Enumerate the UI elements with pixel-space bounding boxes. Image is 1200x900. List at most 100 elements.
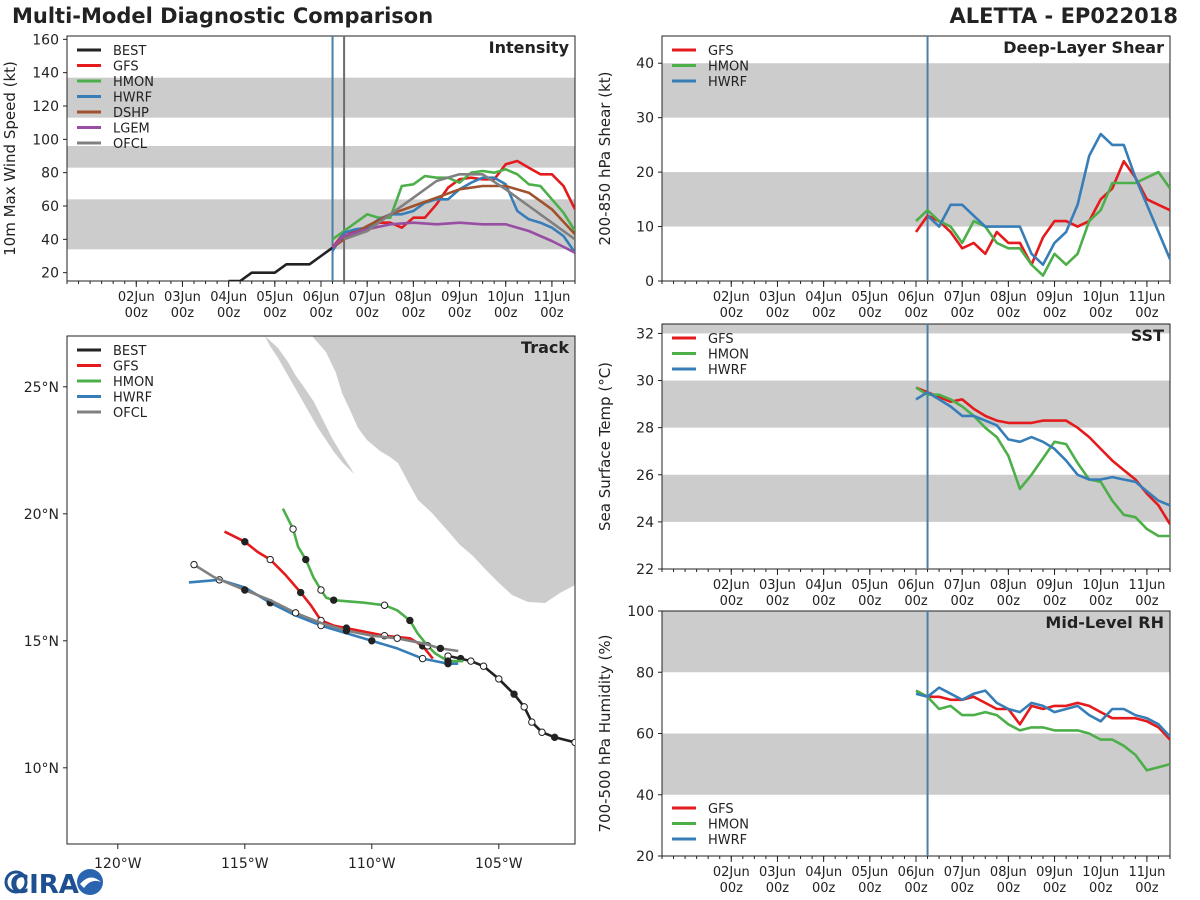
x-tick-label: 00z bbox=[812, 306, 836, 321]
chart-track: 10°N 15°N 20°N 25°N 120°W 115°W 110°W 105°W Trac… bbox=[24, 335, 576, 872]
x-tick-label: 10Jun bbox=[487, 290, 524, 305]
x-tick-label: 00z bbox=[766, 594, 790, 609]
legend-label-gfs: GFS bbox=[708, 802, 734, 817]
track-point bbox=[266, 555, 274, 564]
legend-label-gfs: GFS bbox=[708, 44, 734, 59]
legend-label-hmon: HMON bbox=[113, 75, 154, 90]
x-tick-label: 09Jun bbox=[441, 290, 478, 305]
y-tick-label: 100 bbox=[627, 604, 654, 620]
x-tick-label: 00z bbox=[448, 306, 472, 321]
legend-label-hmon: HMON bbox=[113, 375, 154, 390]
x-tick-label: 05Jun bbox=[851, 578, 888, 593]
chart-title: SST bbox=[1131, 326, 1164, 345]
track-point bbox=[444, 659, 452, 668]
series-line-hmon bbox=[915, 689, 1170, 772]
x-tick-label: 00z bbox=[904, 594, 928, 609]
x-tick-label: 00z bbox=[1043, 881, 1067, 896]
x-tick-label: 11Jun bbox=[1128, 578, 1165, 593]
x-tick-label: 00z bbox=[997, 594, 1021, 609]
track-point bbox=[330, 596, 338, 604]
legend-label-hmon: HMON bbox=[708, 818, 749, 833]
x-tick-label: 08Jun bbox=[990, 578, 1027, 593]
x-tick-label: 08Jun bbox=[990, 865, 1027, 880]
track-point bbox=[380, 601, 389, 609]
legend-label-best: BEST bbox=[113, 44, 146, 59]
x-tick-label: 00z bbox=[1089, 881, 1113, 896]
chart-intensity: 2040608010012014016002Jun00z03Jun00z04Ju… bbox=[1, 32, 576, 321]
x-tick-label: 00z bbox=[720, 594, 744, 609]
series-line-gfs bbox=[915, 386, 1170, 525]
y-axis-label: 700-500 hPa Humidity (%) bbox=[596, 634, 614, 832]
x-tick-label: 00z bbox=[1043, 594, 1067, 609]
track-point bbox=[241, 538, 249, 546]
track-point bbox=[289, 525, 297, 533]
x-tick-label: 00z bbox=[766, 881, 790, 896]
shaded-band bbox=[662, 63, 1170, 118]
series-line-best bbox=[228, 246, 334, 281]
series-line-hmon bbox=[331, 168, 575, 241]
x-tick-label: 00z bbox=[1135, 881, 1159, 896]
y-tick-label: 30 bbox=[636, 374, 654, 390]
legend-label-hwrf: HWRF bbox=[708, 363, 747, 378]
y-tick-label: 28 bbox=[636, 421, 654, 437]
x-tick-label: 00z bbox=[1135, 306, 1159, 321]
y-axis-label: 10m Max Wind Speed (kt) bbox=[1, 61, 19, 256]
y-tick-label: 40 bbox=[41, 232, 59, 248]
legend-label-gfs: GFS bbox=[708, 332, 734, 347]
track-point bbox=[317, 586, 325, 594]
track-point bbox=[436, 644, 445, 653]
series-line-hwrf bbox=[926, 132, 1170, 267]
x-tick-label: 08Jun bbox=[395, 290, 432, 305]
x-tick-label: 105°W bbox=[475, 856, 523, 872]
track-point bbox=[520, 703, 528, 711]
legend-label-dshp: DSHP bbox=[113, 106, 149, 121]
y-tick-label: 20 bbox=[41, 266, 59, 282]
x-tick-label: 00z bbox=[720, 881, 744, 896]
shaded-band bbox=[662, 733, 1170, 795]
x-tick-label: 00z bbox=[540, 306, 564, 321]
y-tick-label: 20 bbox=[636, 849, 654, 865]
x-tick-label: 00z bbox=[812, 594, 836, 609]
y-tick-label: 20 bbox=[636, 165, 654, 181]
x-tick-label: 11Jun bbox=[1128, 290, 1165, 305]
y-tick-label: 100 bbox=[32, 132, 59, 148]
x-tick-label: 00z bbox=[263, 306, 287, 321]
x-tick-label: 04Jun bbox=[805, 290, 842, 305]
track-point bbox=[342, 626, 351, 635]
track-point bbox=[495, 675, 503, 683]
series-line-hmon bbox=[915, 170, 1170, 277]
y-axis-label: Sea Surface Temp (°C) bbox=[596, 362, 614, 531]
x-tick-label: 05Jun bbox=[256, 290, 293, 305]
x-tick-label: 03Jun bbox=[759, 578, 796, 593]
x-tick-label: 06Jun bbox=[303, 290, 340, 305]
track-point bbox=[393, 634, 401, 642]
track-point bbox=[291, 609, 300, 617]
shaded-band bbox=[662, 172, 1170, 227]
x-tick-label: 00z bbox=[950, 306, 974, 321]
x-tick-label: 03Jun bbox=[759, 865, 796, 880]
track-point bbox=[418, 654, 427, 663]
x-tick-label: 05Jun bbox=[851, 865, 888, 880]
legend-label-gfs: GFS bbox=[113, 360, 139, 375]
y-tick-label: 120 bbox=[32, 99, 59, 115]
legend-label-ofcl: OFCL bbox=[113, 406, 148, 421]
chart-title: Deep-Layer Shear bbox=[1003, 38, 1164, 57]
x-tick-label: 00z bbox=[858, 306, 882, 321]
track-point bbox=[406, 616, 414, 625]
x-tick-label: 00z bbox=[812, 881, 836, 896]
shaded-band bbox=[67, 146, 575, 168]
track-point bbox=[302, 555, 310, 564]
x-tick-label: 09Jun bbox=[1036, 578, 1073, 593]
x-tick-label: 00z bbox=[125, 306, 149, 321]
series-line-ofcl bbox=[193, 563, 459, 653]
x-tick-label: 10Jun bbox=[1082, 290, 1119, 305]
x-tick-label: 00z bbox=[858, 594, 882, 609]
series-line-dshp bbox=[331, 184, 575, 249]
y-tick-label: 40 bbox=[636, 788, 654, 804]
x-tick-label: 00z bbox=[402, 306, 426, 321]
